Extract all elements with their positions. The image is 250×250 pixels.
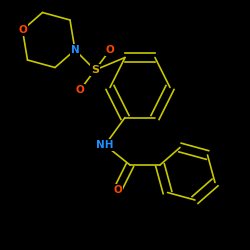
Text: O: O bbox=[76, 85, 84, 95]
Text: O: O bbox=[18, 25, 27, 35]
Text: O: O bbox=[113, 185, 122, 195]
Text: N: N bbox=[71, 45, 80, 55]
Text: O: O bbox=[106, 45, 114, 55]
Text: NH: NH bbox=[96, 140, 114, 150]
Text: S: S bbox=[91, 65, 99, 75]
